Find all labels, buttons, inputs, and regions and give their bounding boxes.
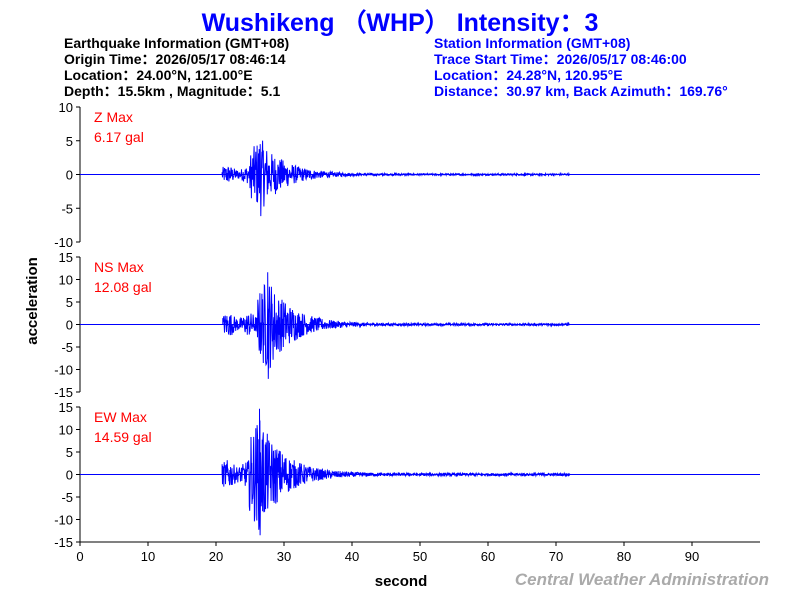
earthquake-info: Earthquake Information (GMT+08) Origin T… (64, 35, 289, 99)
x-tick-label: 70 (549, 549, 563, 564)
max-label-ew: EW Max (94, 409, 147, 425)
x-tick-label: 40 (345, 549, 359, 564)
y-tick-label: 5 (66, 295, 73, 310)
max-label-z: Z Max (94, 109, 133, 125)
y-tick-label: 0 (66, 318, 73, 333)
x-tick-label: 30 (277, 549, 291, 564)
y-tick-label: 10 (59, 423, 73, 438)
y-tick-label: -5 (61, 340, 73, 355)
y-tick-label: -15 (54, 385, 73, 400)
y-axis-label: acceleration (24, 257, 41, 345)
depth-magnitude: Depth：15.5km , Magnitude：5.1 (64, 83, 281, 99)
y-tick-label: 10 (59, 273, 73, 288)
y-tick-label: 15 (59, 400, 73, 415)
agency-credit: Central Weather Administration (514, 570, 769, 589)
y-tick-label: -15 (54, 535, 73, 550)
earthquake-info-heading: Earthquake Information (GMT+08) (64, 35, 290, 51)
max-value-z: 6.17 gal (94, 129, 144, 145)
max-value-ns: 12.08 gal (94, 279, 152, 295)
epicenter-location: Location：24.00°N, 121.00°E (64, 67, 253, 83)
y-tick-label: 10 (59, 100, 73, 115)
max-value-ew: 14.59 gal (94, 429, 152, 445)
x-tick-label: 50 (413, 549, 427, 564)
origin-time: Origin Time：2026/05/17 08:46:14 (64, 51, 286, 67)
trace-start-time: Trace Start Time：2026/05/17 08:46:00 (434, 51, 687, 67)
x-tick-label: 60 (481, 549, 495, 564)
seismogram-trace-z (221, 140, 571, 217)
y-tick-label: -10 (54, 235, 73, 250)
y-tick-label: -10 (54, 363, 73, 378)
seismogram-trace-ns (222, 272, 570, 379)
station-info: Station Information (GMT+08) Trace Start… (434, 35, 728, 99)
station-location: Location：24.28°N, 120.95°E (434, 67, 623, 83)
x-tick-label: 90 (685, 549, 699, 564)
y-tick-label: -10 (54, 513, 73, 528)
y-tick-label: -5 (61, 201, 73, 216)
y-tick-label: 5 (66, 445, 73, 460)
station-distance: Distance：30.97 km, Back Azimuth：169.76° (434, 83, 728, 99)
chart-title: Wushikeng （WHP） Intensity：3 (201, 9, 599, 37)
seismogram-trace-ew (221, 408, 571, 536)
y-tick-label: 15 (59, 250, 73, 265)
x-tick-label: 80 (617, 549, 631, 564)
y-tick-label: 0 (66, 168, 73, 183)
x-tick-label: 10 (141, 549, 155, 564)
y-tick-label: 5 (66, 134, 73, 149)
y-tick-label: -5 (61, 490, 73, 505)
x-tick-label: 0 (76, 549, 83, 564)
x-tick-label: 20 (209, 549, 223, 564)
y-tick-label: 0 (66, 468, 73, 483)
max-label-ns: NS Max (94, 259, 144, 275)
x-axis-label: second (375, 573, 428, 590)
station-info-heading: Station Information (GMT+08) (434, 35, 631, 51)
